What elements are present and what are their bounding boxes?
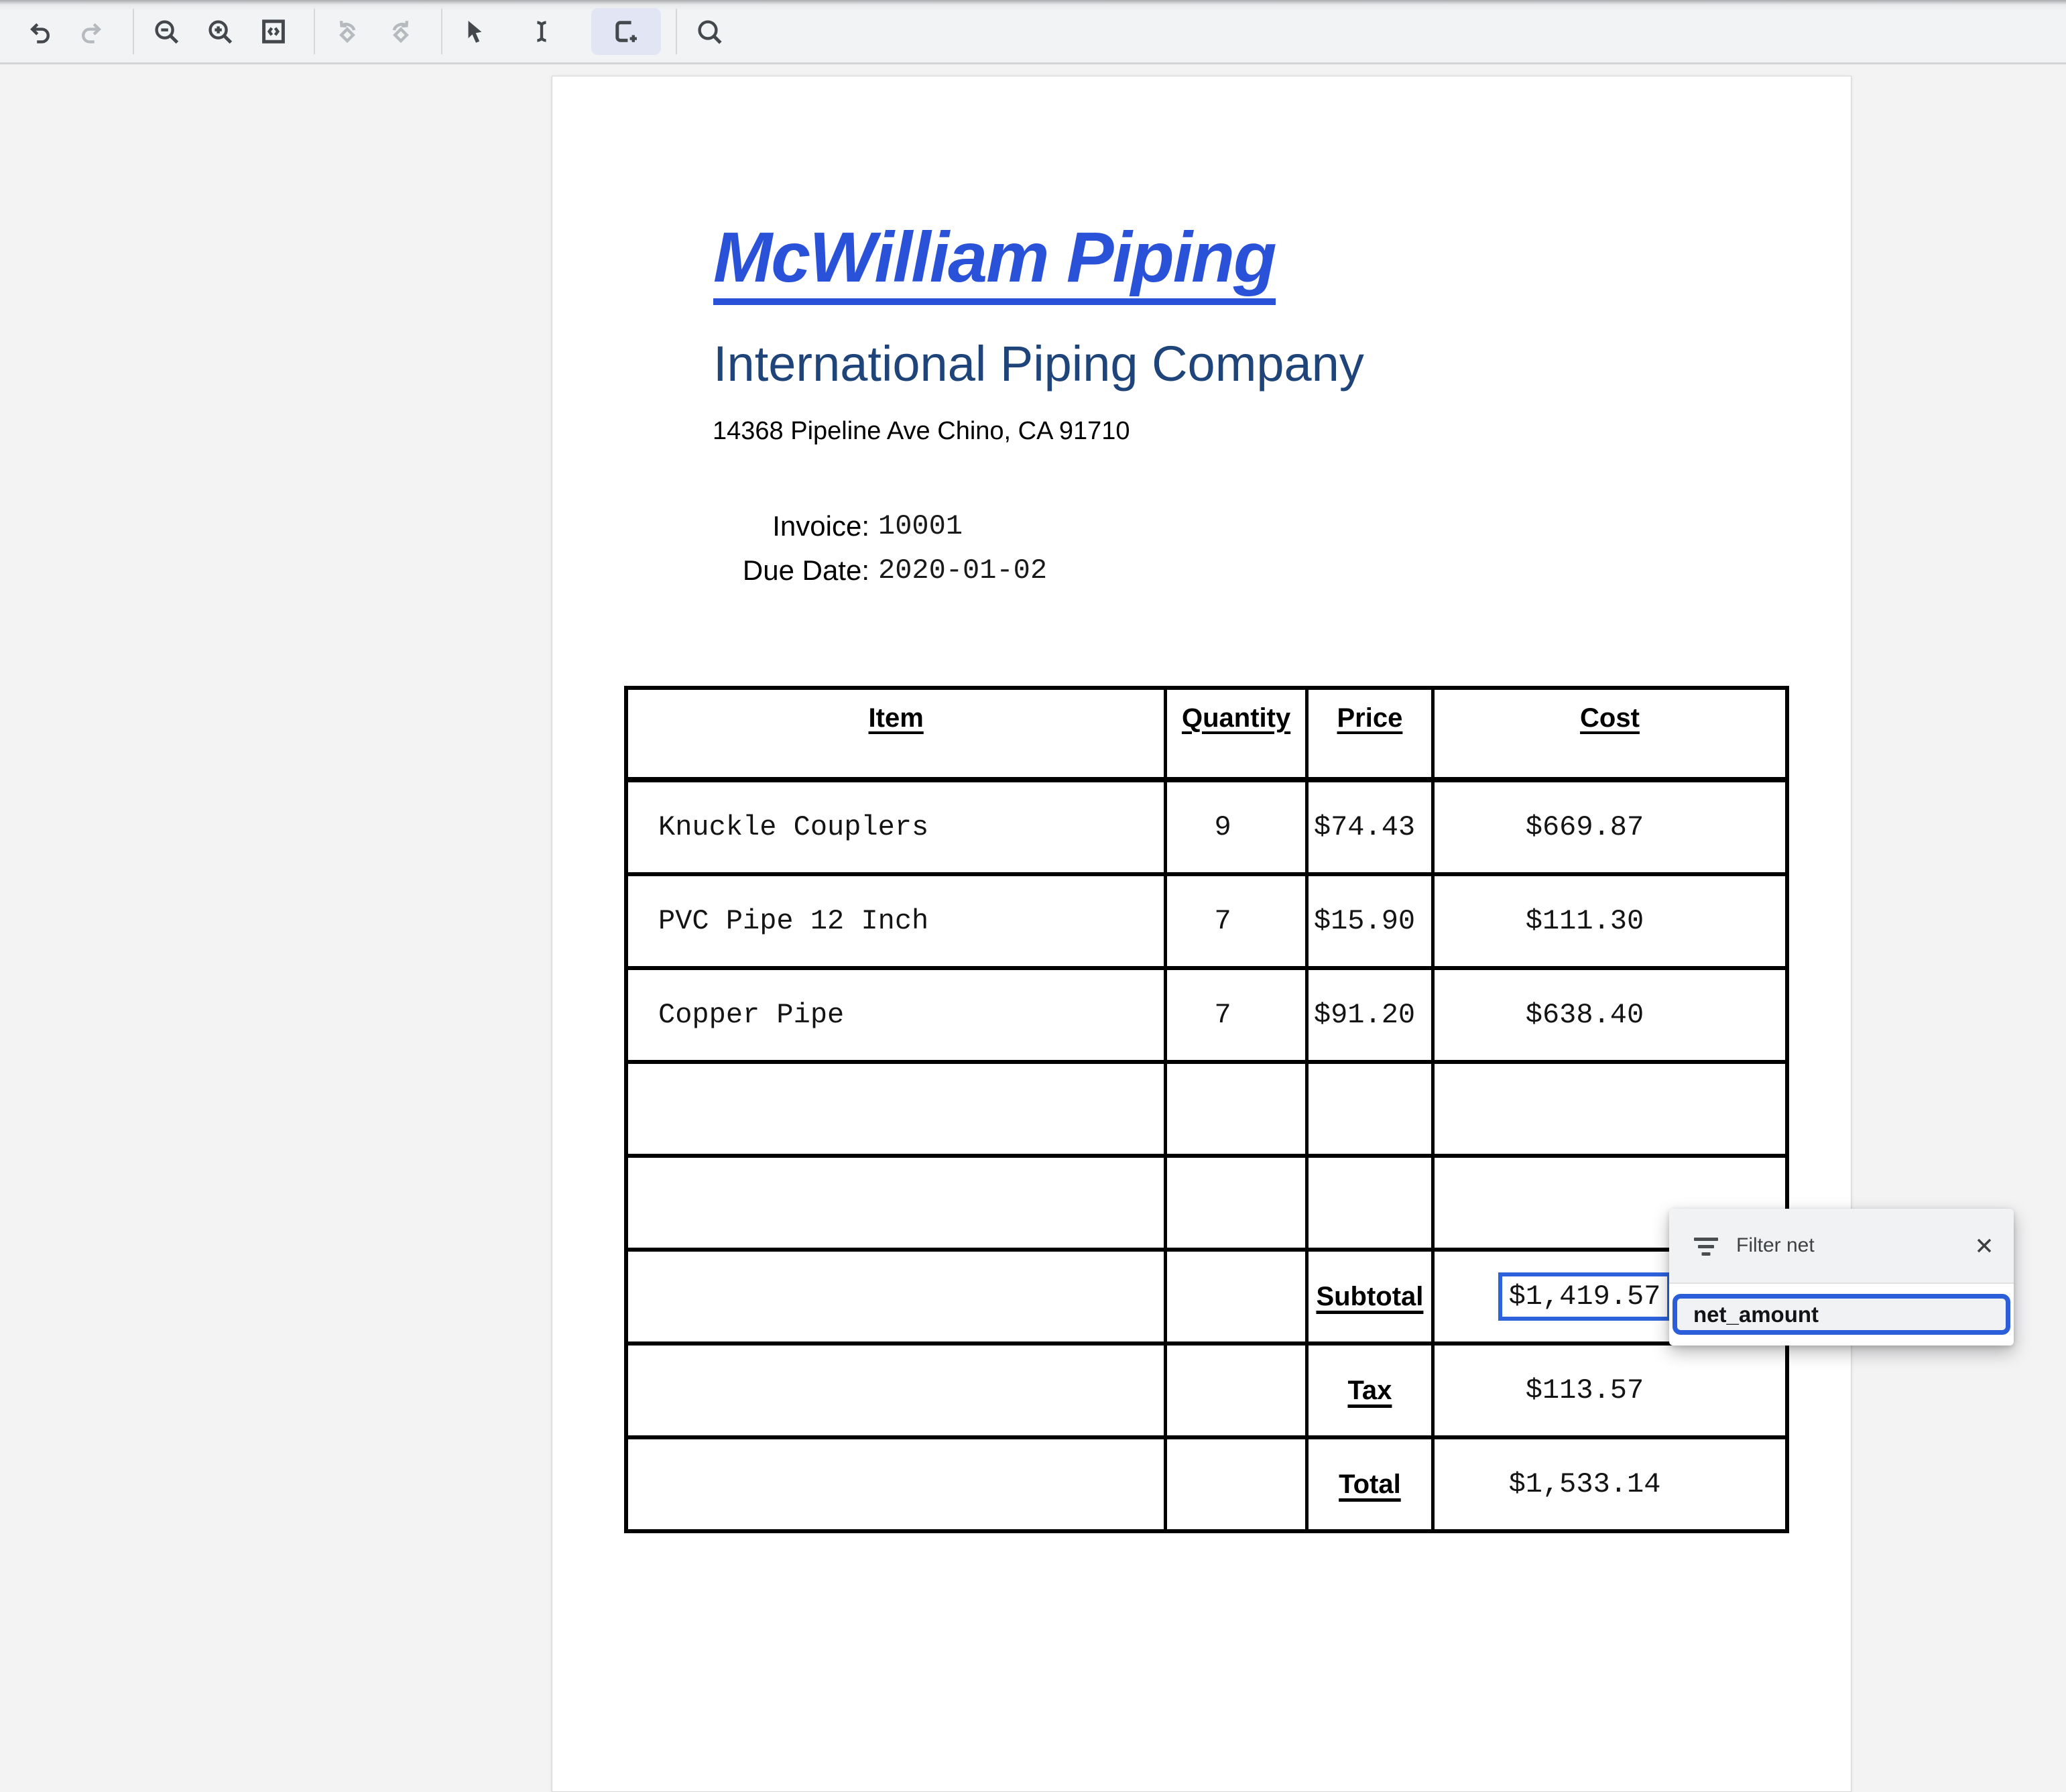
header-quantity: Quantity (1181, 703, 1291, 733)
redo-button (75, 8, 110, 55)
total-label: Total (1339, 1469, 1401, 1499)
text-select-tool-button[interactable] (524, 8, 559, 55)
undo-button[interactable] (21, 8, 56, 55)
zoom-in-button[interactable] (202, 8, 237, 55)
subtotal-value-selection-box[interactable]: $1,419.57 (1498, 1272, 1672, 1321)
tax-value: $113.57 (1525, 1374, 1644, 1407)
table-row: Knuckle Couplers 9 $74.43 $669.87 (628, 782, 1785, 876)
text-cursor-icon (537, 20, 546, 42)
toolbar-divider (133, 8, 134, 54)
due-date-field: Due Date: 2020-01-02 (552, 548, 1047, 593)
invoice-number-field: Invoice: 10001 (552, 504, 1047, 548)
table-row: PVC Pipe 12 Inch 7 $15.90 $111.30 (628, 876, 1785, 970)
header-cost: Cost (1580, 703, 1640, 733)
filter-popup: Filter net net_amount (1669, 1209, 2014, 1346)
toolbar (0, 0, 2066, 64)
item-price: $15.90 (1313, 905, 1416, 937)
fit-to-width-button[interactable] (256, 8, 291, 55)
search-button[interactable] (692, 8, 727, 55)
close-icon (1977, 1238, 1992, 1253)
rotate-ccw-icon (339, 20, 356, 43)
company-title: McWilliam Piping (713, 219, 1277, 305)
item-quantity: 9 (1214, 811, 1231, 843)
undo-icon (30, 23, 50, 44)
header-item: Item (868, 703, 924, 733)
table-row: Copper Pipe 7 $91.20 $638.40 (628, 970, 1785, 1064)
invoice-fields: Invoice: 10001 Due Date: 2020-01-02 (552, 504, 1047, 593)
item-name: Knuckle Couplers (658, 811, 929, 843)
rotate-cw-button (383, 8, 418, 55)
toolbar-divider (314, 8, 315, 54)
zoom-out-button[interactable] (149, 8, 184, 55)
total-value: $1,533.14 (1508, 1468, 1661, 1500)
due-date-label: Due Date: (742, 554, 869, 586)
due-date-value: 2020-01-02 (878, 554, 1048, 587)
item-quantity: 7 (1214, 999, 1231, 1031)
table-row-empty (628, 1064, 1785, 1158)
company-address: 14368 Pipeline Ave Chino, CA 91710 (713, 417, 1130, 445)
filter-popup-header: Filter net (1669, 1209, 2014, 1284)
tax-row: Tax $113.57 (628, 1346, 1785, 1439)
close-button[interactable] (1972, 1234, 1996, 1258)
redo-icon (82, 23, 101, 44)
item-cost: $638.40 (1525, 999, 1644, 1031)
item-cost: $669.87 (1525, 811, 1644, 843)
rotate-ccw-button (330, 8, 365, 55)
subtotal-value: $1,419.57 (1508, 1280, 1661, 1313)
document-canvas: McWilliam Piping International Piping Co… (0, 66, 2066, 1792)
zoom-out-icon (155, 19, 179, 44)
invoice-number-value: 10001 (878, 510, 963, 542)
table-header-row: Item Quantity Price Cost (628, 690, 1785, 782)
filter-list-icon (1693, 1234, 1719, 1257)
tax-label: Tax (1347, 1375, 1392, 1405)
toolbar-divider (441, 8, 442, 54)
item-name: Copper Pipe (658, 999, 845, 1031)
item-price: $74.43 (1313, 811, 1416, 843)
subtotal-row: Subtotal $1,419.57 (628, 1252, 1785, 1346)
add-region-icon (615, 20, 637, 42)
fit-to-width-icon (262, 19, 285, 44)
table-row-empty (628, 1158, 1785, 1252)
invoice-number-label: Invoice: (772, 510, 869, 542)
search-icon (698, 19, 722, 44)
add-region-tool-button[interactable] (591, 7, 661, 55)
pointer-tool-button[interactable] (457, 8, 492, 55)
company-subtitle: International Piping Company (713, 336, 1364, 392)
item-name: PVC Pipe 12 Inch (658, 905, 929, 937)
item-price: $91.20 (1313, 999, 1416, 1031)
subtotal-label: Subtotal (1316, 1281, 1424, 1311)
rotate-cw-icon (392, 20, 409, 43)
item-cost: $111.30 (1525, 905, 1644, 937)
toolbar-divider (676, 8, 677, 54)
invoice-page: McWilliam Piping International Piping Co… (552, 76, 1851, 1792)
item-quantity: 7 (1214, 905, 1231, 937)
filter-input[interactable]: net_amount (1673, 1294, 2010, 1335)
header-price: Price (1337, 703, 1403, 733)
filter-popup-title: Filter net (1736, 1234, 1815, 1256)
pointer-icon (468, 20, 482, 43)
zoom-in-icon (208, 19, 233, 44)
filter-popup-body: net_amount (1669, 1284, 2014, 1346)
total-row: Total $1,533.14 (628, 1439, 1785, 1529)
invoice-table: Item Quantity Price Cost Knuckle Coupler… (624, 686, 1789, 1533)
